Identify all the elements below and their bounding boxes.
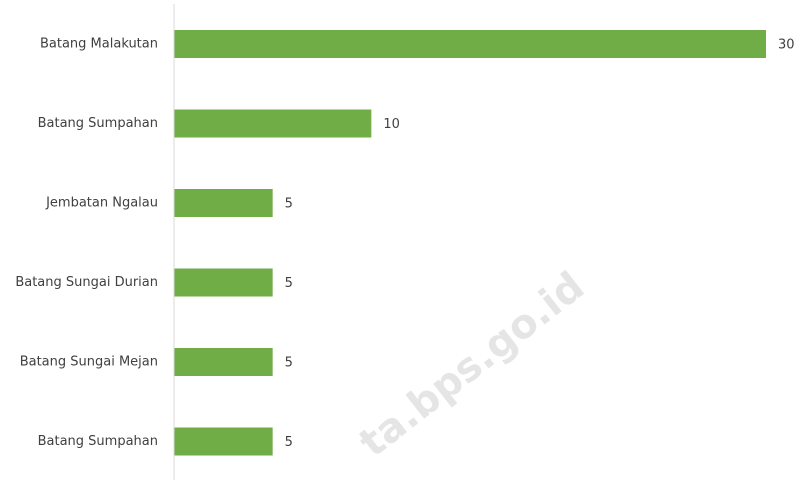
category-label-3: Jembatan Ngalau: [45, 196, 158, 211]
bar-6-batang-sumpahan: [174, 427, 273, 456]
data-label-5: 5: [285, 356, 293, 371]
category-label-1: Batang Malakutan: [40, 37, 158, 52]
bar-4-batang-sungai-durian: [174, 268, 273, 297]
bar-5-batang-sungai-mejan: [174, 348, 273, 376]
labels-layer: Batang Malakutan 30 Batang Sumpahan 10 Jemba…: [15, 37, 794, 451]
data-label-6: 5: [285, 435, 293, 450]
data-label-4: 5: [285, 276, 293, 291]
bar-3-jembatan-ngalau: [174, 189, 273, 217]
category-label-5: Batang Sungai Mejan: [20, 355, 158, 370]
bar-2-batang-sumpahan: [174, 109, 372, 138]
category-label-6: Batang Sumpahan: [38, 434, 158, 449]
data-label-1: 30: [778, 38, 795, 53]
data-label-3: 5: [285, 197, 293, 212]
bars-layer: [174, 30, 766, 456]
data-label-2: 10: [383, 117, 400, 132]
category-label-2: Batang Sumpahan: [38, 116, 158, 131]
bar-1-batang-malakutan: [174, 30, 766, 58]
category-label-4: Batang Sungai Durian: [15, 275, 158, 290]
watermark-text: ta.bps.go.id: [351, 263, 593, 466]
